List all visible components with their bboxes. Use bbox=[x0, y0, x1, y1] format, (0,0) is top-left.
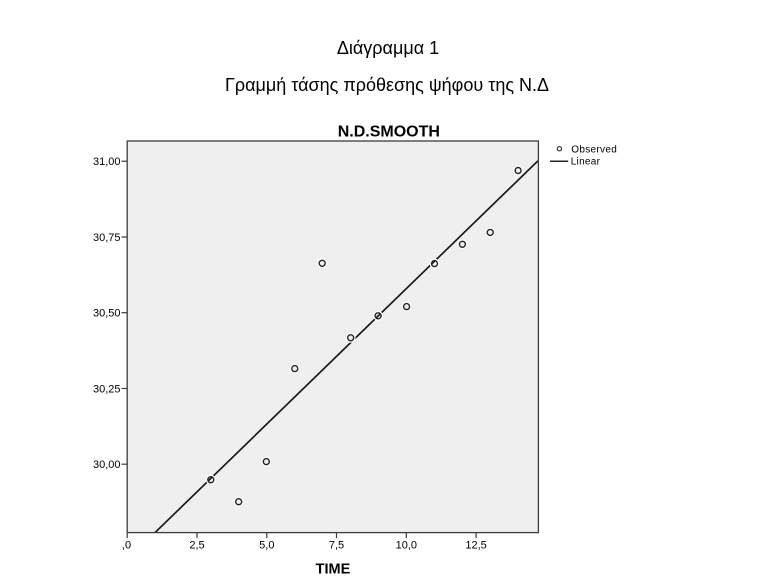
svg-text:30,00: 30,00 bbox=[93, 459, 121, 471]
svg-text:Linear: Linear bbox=[571, 156, 601, 167]
svg-text:30,50: 30,50 bbox=[93, 308, 121, 320]
svg-text:31,00: 31,00 bbox=[93, 156, 121, 168]
svg-text:TIME: TIME bbox=[316, 562, 351, 578]
svg-text:N.D.SMOOTH: N.D.SMOOTH bbox=[338, 123, 440, 140]
svg-text:2,5: 2,5 bbox=[189, 539, 204, 551]
svg-text:5,0: 5,0 bbox=[259, 539, 274, 551]
svg-text:Διάγραμμα 1: Διάγραμμα 1 bbox=[337, 38, 439, 58]
svg-text:Γραμμή τάσης πρόθεσης ψήφου τη: Γραμμή τάσης πρόθεσης ψήφου της Ν.Δ bbox=[225, 75, 549, 95]
svg-text:7,5: 7,5 bbox=[329, 539, 344, 551]
svg-text:Observed: Observed bbox=[571, 144, 617, 155]
svg-text:10,0: 10,0 bbox=[396, 539, 417, 551]
svg-text:30,25: 30,25 bbox=[93, 383, 121, 395]
svg-text:12,5: 12,5 bbox=[465, 539, 486, 551]
svg-text:,0: ,0 bbox=[122, 539, 131, 551]
svg-text:30,75: 30,75 bbox=[93, 232, 121, 244]
